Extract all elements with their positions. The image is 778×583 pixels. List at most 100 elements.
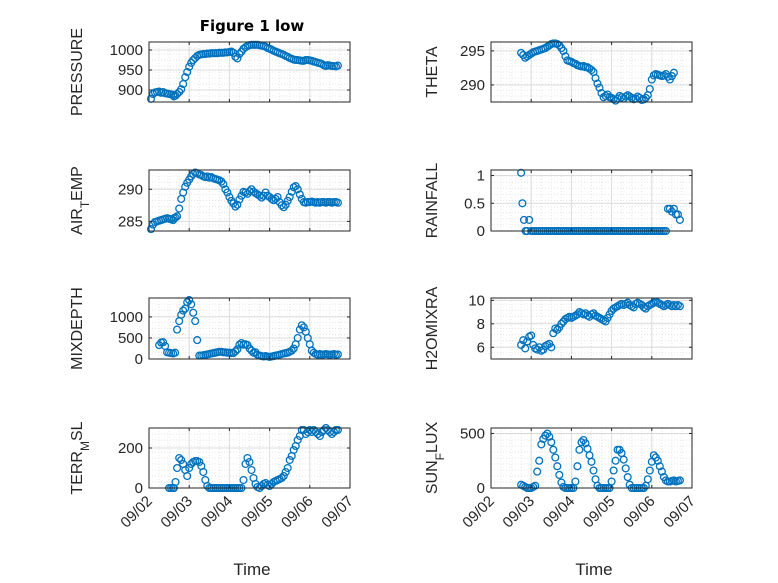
data-point — [185, 463, 194, 473]
y-axis-label: PRESSURE — [69, 28, 86, 116]
data-point — [311, 427, 320, 437]
data-point — [235, 340, 244, 349]
data-point — [279, 471, 288, 481]
y-tick-label: 10 — [468, 292, 485, 309]
data-point — [173, 463, 182, 473]
data-point — [239, 475, 248, 485]
data-point — [231, 347, 240, 356]
x-tick-label: 09/07 — [318, 493, 357, 532]
data-point — [247, 346, 256, 355]
data-point — [183, 67, 192, 77]
y-tick-label: 1000 — [110, 42, 143, 59]
data-point — [183, 471, 192, 481]
subplot-8: 0 500 09/02 09/03 09/04 09/05 09/06 09/07 SUNFLU… — [424, 422, 699, 532]
x-tick-label: 09/05 — [580, 493, 619, 532]
data-point — [219, 180, 228, 189]
series-markers — [517, 39, 678, 105]
axes-box — [490, 169, 693, 232]
data-point — [659, 71, 668, 80]
data-point — [623, 91, 632, 100]
series-markers — [155, 296, 342, 361]
data-point — [675, 302, 684, 311]
data-point — [581, 439, 590, 448]
data-point — [295, 190, 304, 199]
data-point — [181, 73, 190, 82]
data-point — [553, 462, 562, 471]
data-point — [518, 199, 527, 208]
data-point — [233, 345, 242, 354]
data-point — [285, 455, 294, 465]
data-point — [645, 466, 654, 475]
data-point — [251, 189, 260, 198]
data-point — [217, 177, 226, 186]
y-tick-label: 0 — [135, 351, 143, 368]
data-point — [623, 473, 632, 482]
data-point — [185, 62, 194, 71]
data-point — [587, 65, 596, 75]
x-axis-label-right: Time — [575, 560, 612, 579]
data-point — [621, 464, 630, 473]
data-point — [245, 457, 254, 467]
data-point — [333, 198, 342, 207]
data-point — [537, 440, 546, 449]
y-axis-label: AIRTEMP — [69, 166, 92, 235]
data-point — [611, 96, 620, 105]
data-point — [673, 210, 682, 219]
y-tick-label: 0 — [477, 223, 485, 240]
data-point — [519, 215, 529, 224]
y-tick-label: 0 — [135, 480, 143, 497]
data-point — [591, 74, 600, 83]
data-point — [619, 455, 628, 464]
y-axis-label: TERRMSL — [69, 421, 92, 494]
data-point — [273, 192, 282, 202]
data-point — [187, 300, 196, 309]
data-point — [555, 470, 564, 479]
x-tick-label: 09/06 — [620, 493, 659, 532]
data-point — [277, 473, 286, 483]
x-tick-label: 09/03 — [499, 493, 538, 532]
x-tick-label: 09/03 — [157, 493, 196, 532]
data-point — [577, 438, 586, 447]
data-point — [571, 477, 580, 486]
data-point — [177, 455, 186, 465]
x-tick-label: 09/05 — [238, 493, 277, 532]
data-point — [635, 93, 644, 102]
data-point — [609, 95, 618, 104]
data-point — [171, 348, 180, 357]
axes-box — [148, 427, 351, 489]
data-point — [287, 346, 296, 355]
data-point — [561, 52, 570, 61]
data-point — [557, 319, 566, 328]
axes-box — [490, 41, 693, 103]
data-point — [553, 325, 562, 334]
axes-box — [490, 427, 693, 489]
data-point — [193, 336, 202, 345]
data-point — [517, 48, 526, 57]
data-point — [675, 476, 684, 485]
y-tick-label: 200 — [118, 440, 143, 457]
data-point — [675, 215, 684, 224]
y-axis-label: THETA — [424, 46, 441, 98]
y-axis-label: MIXDEPTH — [69, 287, 86, 370]
data-point — [655, 462, 664, 471]
data-point — [277, 201, 286, 210]
data-point — [171, 477, 180, 487]
y-tick-label: 290 — [118, 181, 143, 198]
data-point — [545, 432, 554, 441]
data-point — [179, 306, 188, 315]
data-point — [657, 467, 666, 476]
x-tick-label: 09/02 — [117, 493, 156, 532]
data-point — [333, 350, 342, 359]
data-point — [645, 84, 654, 94]
x-tick-label: 09/02 — [459, 493, 498, 532]
x-tick-label: 09/04 — [540, 493, 579, 532]
x-tick-label: 09/04 — [198, 493, 237, 532]
data-point — [245, 344, 254, 353]
data-point — [233, 200, 242, 209]
y-tick-label: 1 — [477, 168, 485, 185]
data-point — [559, 46, 568, 55]
data-point — [293, 333, 302, 343]
data-point — [649, 71, 658, 80]
data-point — [293, 185, 302, 194]
